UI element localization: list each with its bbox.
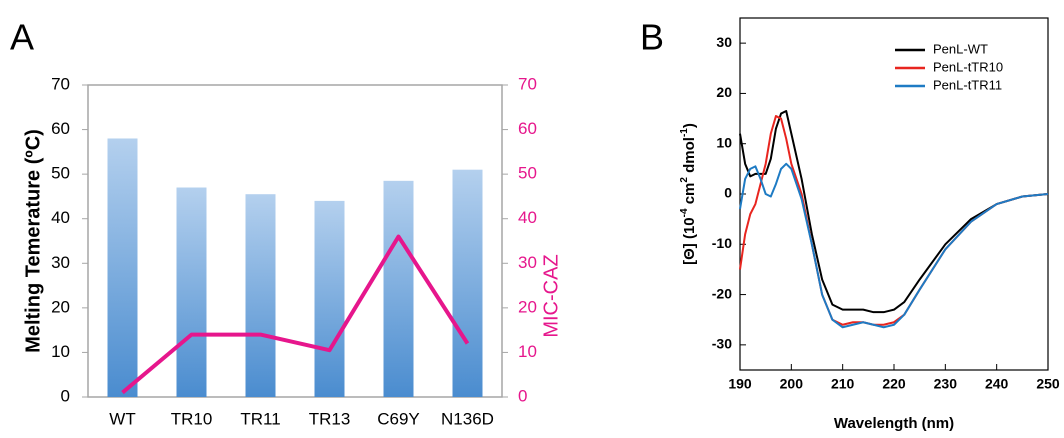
y-axis-title-part: cm <box>681 183 698 209</box>
bar <box>452 169 483 397</box>
bar <box>176 187 207 397</box>
x-tick-label: 230 <box>934 376 958 392</box>
y-tick-label: 20 <box>51 297 70 316</box>
y2-tick-label: 20 <box>518 297 537 316</box>
y-tick-label: -30 <box>712 336 732 352</box>
y2-tick-label: 70 <box>518 74 537 93</box>
y-axis-title-part: 2 <box>679 177 690 183</box>
y-axis-title-part: [Θ] (10 <box>681 217 698 265</box>
y2-tick-label: 10 <box>518 342 537 361</box>
y-tick-label: 40 <box>51 208 70 227</box>
x-tick-label: 240 <box>985 376 1009 392</box>
x-tick-label: TR10 <box>171 409 213 428</box>
legend-label: PenL-tTR11 <box>933 77 1002 92</box>
y-tick-label: 10 <box>51 342 70 361</box>
bar <box>314 200 345 397</box>
y2-tick-label: 60 <box>518 119 537 138</box>
x-tick-label: C69Y <box>377 409 420 428</box>
panel-label: A <box>10 17 34 58</box>
legend-label: PenL-WT <box>933 41 988 56</box>
line <box>739 115 1049 326</box>
x-tick-label: 200 <box>780 376 804 392</box>
bar <box>383 180 414 397</box>
x-tick-label: TR13 <box>309 409 351 428</box>
x-tick-label: 210 <box>831 376 855 392</box>
y2-tick-label: 0 <box>518 386 527 405</box>
x-tick-label: 250 <box>1036 376 1060 392</box>
panel-label: B <box>640 17 664 58</box>
y-tick-label: 10 <box>716 134 732 150</box>
x-tick-label: N136D <box>441 409 494 428</box>
y-tick-label: 30 <box>716 34 732 50</box>
y-tick-label: 20 <box>716 84 732 100</box>
y2-tick-label: 40 <box>518 208 537 227</box>
x-tick-label: TR11 <box>240 409 280 428</box>
plot-area <box>87 84 503 398</box>
bar <box>245 194 276 397</box>
y2-tick-label: 30 <box>518 253 537 272</box>
y-tick-label: 50 <box>51 164 70 183</box>
y-tick-label: 70 <box>51 74 70 93</box>
y-axis-title: Melting Temerature (ºC) <box>22 129 44 353</box>
bar <box>107 138 138 397</box>
y-axis-title-part: ) <box>681 123 698 128</box>
x-tick-label: 190 <box>728 376 752 392</box>
y-tick-label: 60 <box>51 119 70 138</box>
y-tick-label: 0 <box>724 185 732 201</box>
x-tick-label: 220 <box>882 376 906 392</box>
y-axis-title-part: -4 <box>679 208 690 217</box>
y-tick-label: -20 <box>712 285 732 301</box>
legend-label: PenL-tTR10 <box>933 59 1003 74</box>
x-tick-label: WT <box>109 409 135 428</box>
y-axis-title-part: dmol <box>681 137 698 177</box>
line <box>121 234 470 395</box>
line <box>739 162 1049 329</box>
y-tick-label: 30 <box>51 253 70 272</box>
y-tick-label: -10 <box>712 235 732 251</box>
y-tick-label: 0 <box>61 386 70 405</box>
y2-tick-label: 50 <box>518 164 537 183</box>
y-axis-title-part: -1 <box>679 128 690 137</box>
y2-axis-title: MIC-CAZ <box>540 254 562 337</box>
x-axis-title: Wavelength (nm) <box>834 415 954 432</box>
y-axis-title: [Θ] (10-4 cm2 dmol-1) <box>679 123 698 265</box>
